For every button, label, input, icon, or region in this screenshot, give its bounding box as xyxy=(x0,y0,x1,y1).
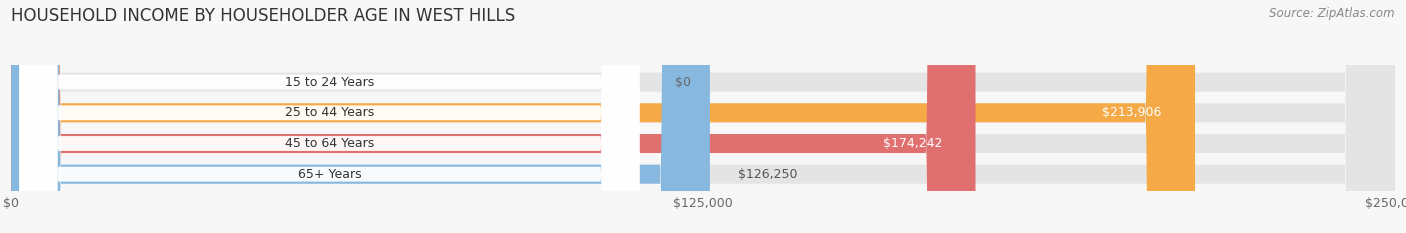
FancyBboxPatch shape xyxy=(11,0,1395,233)
Text: $0: $0 xyxy=(675,76,692,89)
Text: 65+ Years: 65+ Years xyxy=(298,168,361,181)
FancyBboxPatch shape xyxy=(11,0,1395,233)
Text: $213,906: $213,906 xyxy=(1102,106,1161,119)
FancyBboxPatch shape xyxy=(11,0,710,233)
Text: Source: ZipAtlas.com: Source: ZipAtlas.com xyxy=(1270,7,1395,20)
FancyBboxPatch shape xyxy=(11,0,1195,233)
FancyBboxPatch shape xyxy=(11,0,976,233)
FancyBboxPatch shape xyxy=(11,0,1395,233)
FancyBboxPatch shape xyxy=(20,0,640,233)
FancyBboxPatch shape xyxy=(20,0,640,233)
Text: $126,250: $126,250 xyxy=(738,168,797,181)
Text: 45 to 64 Years: 45 to 64 Years xyxy=(285,137,374,150)
FancyBboxPatch shape xyxy=(20,0,640,233)
Text: 15 to 24 Years: 15 to 24 Years xyxy=(285,76,374,89)
FancyBboxPatch shape xyxy=(11,0,1395,233)
FancyBboxPatch shape xyxy=(20,0,640,233)
Text: $174,242: $174,242 xyxy=(883,137,942,150)
Text: 25 to 44 Years: 25 to 44 Years xyxy=(285,106,374,119)
Text: HOUSEHOLD INCOME BY HOUSEHOLDER AGE IN WEST HILLS: HOUSEHOLD INCOME BY HOUSEHOLDER AGE IN W… xyxy=(11,7,516,25)
